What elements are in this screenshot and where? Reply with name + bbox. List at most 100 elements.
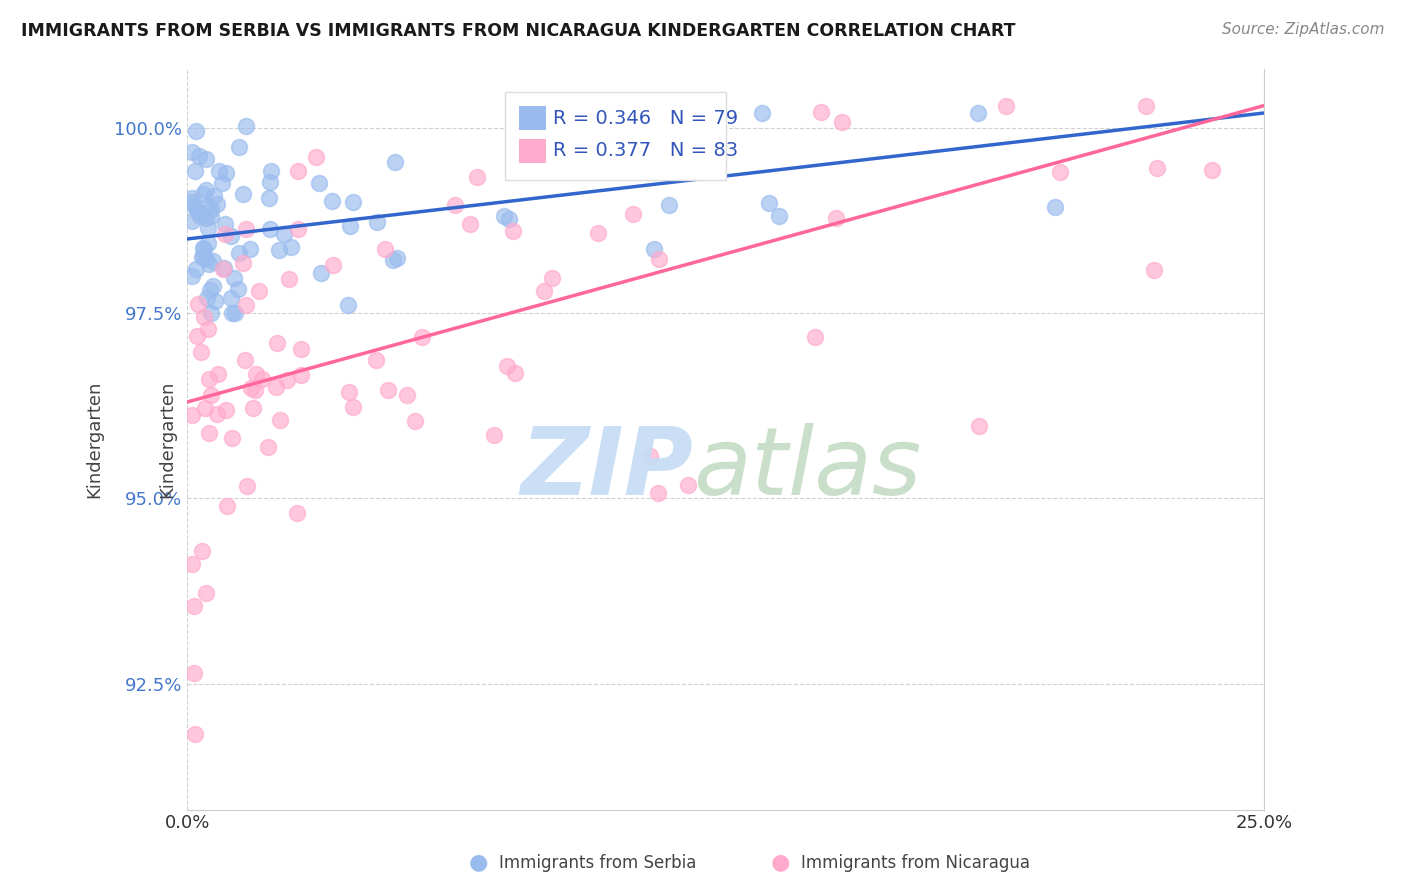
Point [180,213,202,227]
Point [256,440,278,454]
FancyBboxPatch shape [505,92,725,179]
Point [200,202,222,217]
Point [309,266,332,280]
Point [377,383,399,397]
Point [194,183,217,197]
Text: IMMIGRANTS FROM SERBIA VS IMMIGRANTS FROM NICARAGUA KINDERGARTEN CORRELATION CHA: IMMIGRANTS FROM SERBIA VS IMMIGRANTS FRO… [21,22,1015,40]
Point [195,152,218,166]
Point [214,227,236,241]
Point [228,140,250,154]
Bar [519,106,546,130]
Point [280,240,302,254]
Point [374,242,396,256]
Point [247,285,270,299]
Point [966,106,988,120]
Point [627,98,650,112]
Point [586,142,609,156]
Point [191,544,214,558]
Point [184,262,207,277]
Point [198,426,221,441]
Text: Immigrants from Serbia: Immigrants from Serbia [499,855,696,872]
Point [219,229,242,244]
Point [995,98,1018,112]
Point [586,226,609,240]
Point [287,164,309,178]
Point [366,353,388,368]
Point [183,727,205,741]
Point [1049,165,1071,179]
Point [193,310,215,324]
Point [290,368,312,382]
Point [195,211,218,226]
Point [212,261,235,276]
Point [193,251,215,265]
Point [183,665,205,680]
Point [804,329,827,343]
Point [245,367,267,381]
Point [484,428,506,442]
Point [648,252,671,266]
Point [257,191,280,205]
Y-axis label: Kindergarten: Kindergarten [157,380,176,498]
Point [768,209,790,223]
Point [337,297,360,311]
Point [647,486,669,500]
Point [277,271,299,285]
Point [200,306,222,320]
Text: ●: ● [468,853,488,872]
Text: ●: ● [770,853,790,872]
Point [235,120,257,134]
Point [810,105,832,120]
Point [184,164,207,178]
Point [1201,163,1223,178]
Point [217,500,239,514]
Point [221,432,243,446]
Point [269,413,291,427]
Point [465,170,488,185]
Point [260,164,283,178]
Point [194,401,217,415]
Point [188,149,211,163]
Point [825,211,848,226]
Point [228,245,250,260]
Point [384,155,406,169]
Point [193,186,215,201]
Point [250,371,273,385]
Point [195,291,218,305]
Point [180,558,202,572]
Point [201,279,224,293]
Point [197,220,219,235]
Point [676,478,699,492]
Point [308,176,330,190]
Point [540,271,562,285]
Point [264,380,287,394]
Point [187,205,209,219]
Point [505,366,527,380]
Point [242,401,264,415]
Point [502,224,524,238]
Point [190,344,212,359]
Point [183,599,205,613]
Point [321,194,343,208]
Point [831,115,853,129]
Point [235,298,257,312]
Point [322,258,344,272]
Point [186,297,208,311]
Point [215,402,238,417]
Point [287,222,309,236]
Point [186,328,208,343]
Point [235,353,257,368]
Point [1135,98,1157,112]
Point [191,241,214,255]
Point [533,285,555,299]
Text: R = 0.346   N = 79: R = 0.346 N = 79 [554,109,738,128]
Text: ZIP: ZIP [520,423,693,515]
Point [204,293,226,308]
Point [269,244,291,258]
Point [276,373,298,387]
Point [235,222,257,236]
Point [366,215,388,229]
Bar [519,139,546,162]
Point [219,291,242,305]
Point [232,187,254,202]
